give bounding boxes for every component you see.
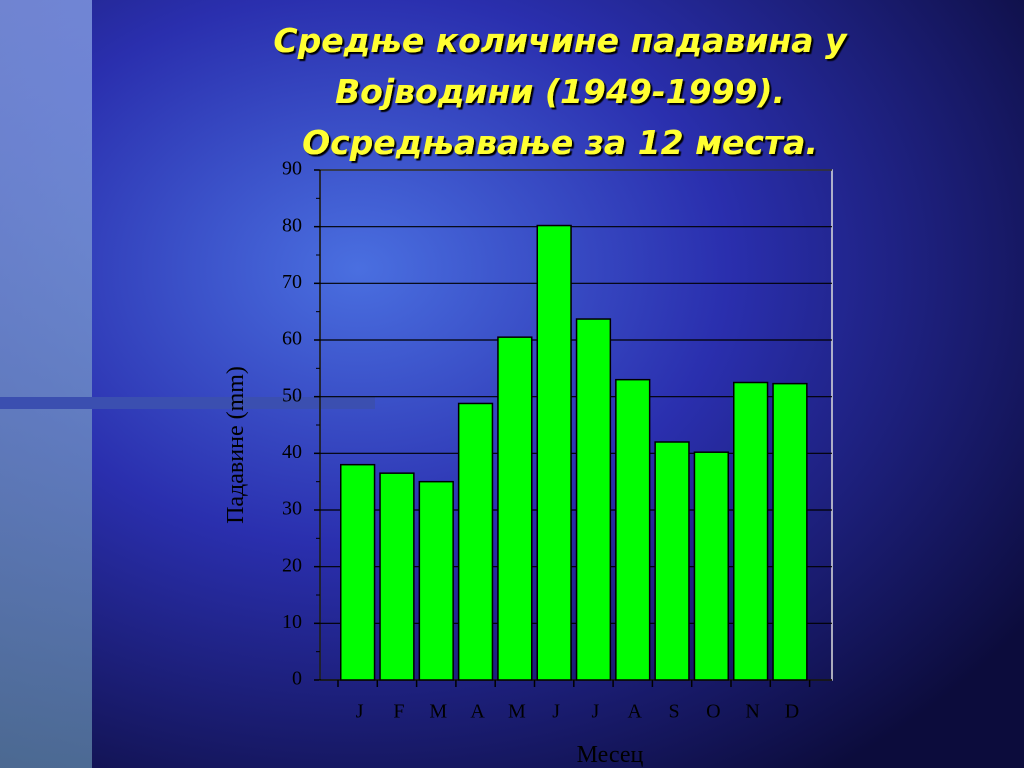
x-tick-label: M bbox=[508, 701, 526, 723]
bar bbox=[772, 382, 808, 681]
bar bbox=[418, 480, 454, 681]
y-tick-label: 90 bbox=[282, 158, 302, 180]
y-tick-label: 20 bbox=[282, 554, 302, 576]
y-tick-label: 70 bbox=[282, 271, 302, 293]
x-tick-label: M bbox=[429, 701, 447, 723]
bar bbox=[615, 378, 651, 681]
x-tick-label: F bbox=[393, 701, 404, 723]
bar bbox=[575, 318, 612, 681]
y-tick-label: 40 bbox=[282, 441, 302, 463]
bar bbox=[654, 441, 690, 681]
x-tick-label: J bbox=[592, 701, 600, 723]
chart-title: Средње количине падавина у bbox=[273, 21, 848, 60]
y-tick-label: 60 bbox=[282, 328, 302, 350]
y-tick-label: 80 bbox=[282, 214, 302, 236]
y-axis-label: Падавине (mm) bbox=[223, 366, 249, 524]
bar bbox=[497, 336, 533, 681]
bar bbox=[340, 463, 376, 681]
bar bbox=[379, 472, 415, 681]
x-tick-label: J bbox=[356, 701, 364, 723]
bar bbox=[536, 224, 572, 681]
chart-title: Војводини (1949-1999). bbox=[335, 72, 785, 111]
y-tick-label: 50 bbox=[282, 384, 302, 406]
side-strip bbox=[0, 0, 92, 768]
x-tick-label: J bbox=[552, 701, 560, 723]
y-tick-label: 30 bbox=[282, 498, 302, 520]
x-axis-label: Месец bbox=[577, 742, 644, 768]
bar bbox=[733, 381, 769, 681]
x-tick-label: N bbox=[745, 701, 759, 723]
y-tick-label: 10 bbox=[282, 611, 302, 633]
x-tick-label: S bbox=[668, 701, 679, 723]
x-tick-label: O bbox=[706, 701, 720, 723]
chart: Средње количине падавина у Војводини (194… bbox=[223, 21, 848, 768]
decor-bar bbox=[0, 397, 375, 409]
y-tick-label: 0 bbox=[292, 668, 302, 690]
bar bbox=[457, 402, 494, 681]
chart-title: Осредњавање за 12 места. bbox=[302, 123, 818, 162]
x-tick-label: A bbox=[470, 701, 485, 723]
x-tick-label: A bbox=[628, 701, 643, 723]
bar bbox=[693, 451, 729, 681]
x-tick-label: D bbox=[785, 701, 799, 723]
